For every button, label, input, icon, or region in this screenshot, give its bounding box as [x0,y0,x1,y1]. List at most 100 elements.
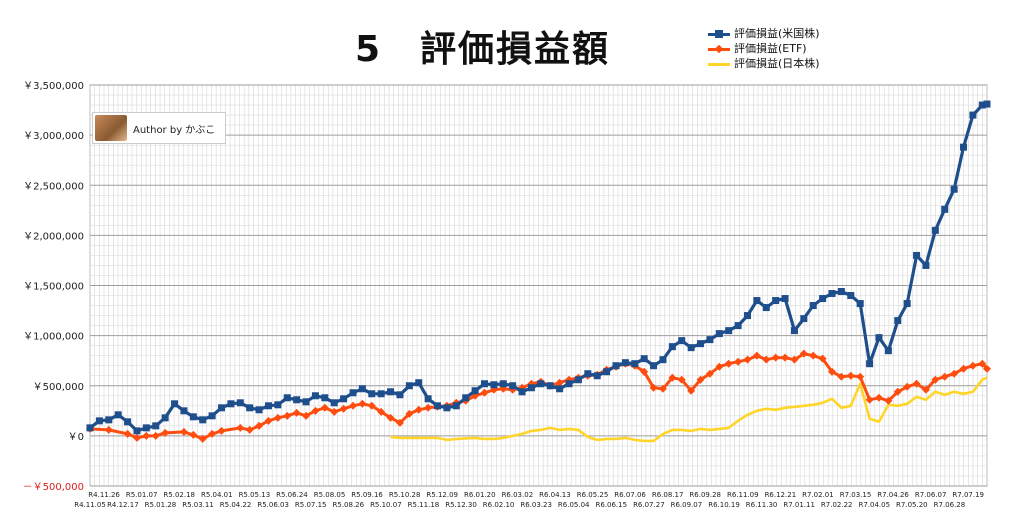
data-point [847,292,855,300]
data-point [132,433,141,442]
x-tick-label: R6.02.10 [483,501,515,509]
data-point [968,361,977,370]
data-point [960,143,968,151]
data-point [368,390,376,398]
data-point [752,351,761,360]
data-point [217,426,226,435]
x-tick-label: R7.02.22 [821,501,853,509]
data-point [753,297,761,305]
data-point [189,413,197,421]
data-point [837,372,846,381]
data-point [668,343,676,351]
x-tick-label: R4.12.17 [107,501,139,509]
data-point [640,355,648,363]
x-tick-label: R5.12.09 [426,491,458,499]
x-tick-label: R7.06.07 [915,491,947,499]
data-point [292,408,301,417]
data-point [884,396,893,405]
x-tick-label: R5.06.24 [276,491,308,499]
data-point [912,379,921,388]
data-point [367,401,376,410]
data-point [104,425,113,434]
data-point [424,395,432,403]
data-point [743,355,752,364]
x-tick-label: R7.06.28 [934,501,966,509]
data-point [348,401,357,410]
data-point [274,401,282,409]
y-tick-label: ￥500,000 [33,382,84,393]
x-tick-label: R7.07.19 [952,491,984,499]
x-tick-label: R5.02.18 [163,491,195,499]
data-point [978,359,987,368]
x-tick-label: R7.05.20 [896,501,928,509]
data-point [893,387,902,396]
data-point [152,422,160,430]
x-tick-label: R6.07.06 [614,491,646,499]
legend-label-etf: 評価損益(ETF) [734,41,807,55]
data-point [434,402,442,410]
data-point [931,375,940,384]
data-point [499,380,507,388]
x-tick-label: R6.08.17 [652,491,684,499]
legend-swatch-us [708,29,730,39]
data-point [612,362,620,370]
author-avatar [95,115,127,141]
data-point [931,226,939,234]
data-point [151,431,160,440]
data-point [133,427,141,435]
data-point [687,386,696,395]
data-point [846,371,855,380]
data-point [856,300,864,308]
data-point [414,405,423,414]
legend-item-jp-stocks: 評価損益(日本株) [708,56,820,71]
x-tick-label: R6.11.09 [727,491,759,499]
data-point [302,411,311,420]
data-point [377,390,385,398]
data-point [330,407,339,416]
data-point [706,336,714,344]
data-point [734,357,743,366]
x-tick-label: R6.06.15 [595,501,627,509]
data-point [950,185,958,193]
data-point [95,417,103,425]
data-point [640,367,649,376]
chart-legend: 評価損益(米国株) 評価損益(ETF) 評価損益(日本株) [708,26,820,71]
data-point [462,394,470,402]
data-point [687,344,695,352]
x-tick-label: R6.09.07 [671,501,703,509]
data-point [199,416,207,424]
data-point [217,404,225,412]
x-tick-label: R7.04.26 [877,491,909,499]
data-point [715,362,724,371]
y-tick-label: ￥1,500,000 [23,282,84,293]
data-point [302,398,310,406]
data-point [264,402,272,410]
data-point [415,379,423,387]
x-tick-label: R6.01.20 [464,491,496,499]
y-tick-label: ￥3,500,000 [23,81,84,92]
data-point [340,395,348,403]
data-point [913,251,921,259]
data-point [396,391,404,399]
y-tick-label: ￥2,500,000 [23,181,84,192]
data-point [386,413,395,422]
data-point [161,414,169,422]
data-point [762,304,770,312]
x-tick-label: R6.05.25 [577,491,609,499]
y-tick-label: ￥1,000,000 [23,332,84,343]
data-point [800,315,808,323]
data-point [781,295,789,303]
data-point [283,394,291,402]
data-point [574,376,582,384]
x-tick-label: R5.03.11 [182,501,214,509]
data-point [894,317,902,325]
data-point [983,364,991,373]
data-point [772,297,780,305]
data-point [443,404,451,412]
data-point [884,347,892,355]
x-tick-label: R6.11.30 [746,501,778,509]
legend-swatch-etf [708,44,730,54]
x-tick-label: R4.11.05 [74,501,106,509]
data-point [565,380,573,388]
data-point [320,403,329,412]
